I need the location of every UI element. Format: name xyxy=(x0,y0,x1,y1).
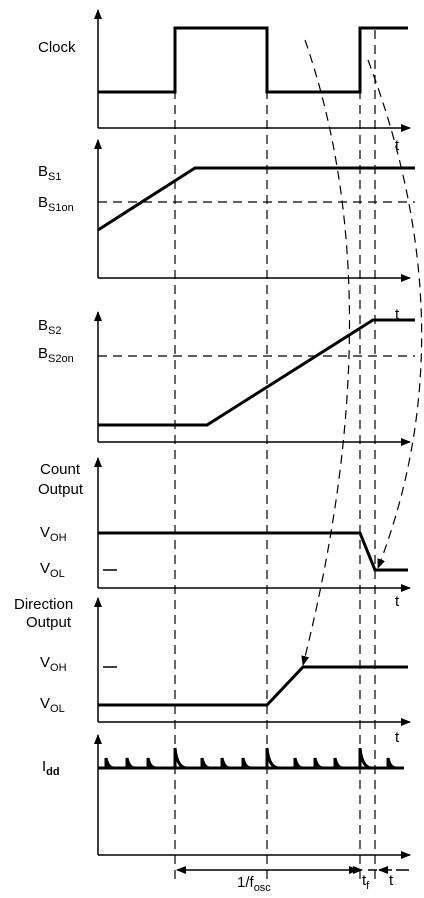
label: Output xyxy=(26,614,72,631)
label: Idd xyxy=(42,758,60,778)
label: tf xyxy=(362,872,370,892)
axis-label: t xyxy=(395,593,400,610)
label: Direction xyxy=(14,596,73,613)
causality-arrow xyxy=(367,59,423,569)
label: VOL xyxy=(40,560,65,580)
bs1-signal xyxy=(97,166,415,232)
label: 1/fosc xyxy=(237,874,271,894)
label: BS2on xyxy=(38,345,74,365)
clock-signal xyxy=(98,26,408,94)
axis-label: t xyxy=(395,137,400,154)
label: VOH xyxy=(40,654,67,674)
direction-signal xyxy=(98,665,408,707)
label: BS1on xyxy=(38,194,74,214)
bs2-signal xyxy=(98,318,415,427)
axis-label: t xyxy=(395,306,400,323)
label: VOH xyxy=(40,524,67,544)
label: Clock xyxy=(38,39,76,56)
causality-arrow xyxy=(301,39,351,666)
labels: Clock BS1 BS1on BS2 BS2on Count Output V… xyxy=(14,39,400,894)
label: BS2 xyxy=(38,317,61,337)
idd-signal xyxy=(98,747,404,770)
label: Output xyxy=(38,481,84,498)
label: BS1 xyxy=(38,163,61,183)
axis-label: t xyxy=(395,729,400,746)
label: t xyxy=(389,872,394,889)
time-markers xyxy=(98,30,415,880)
label: VOL xyxy=(40,695,65,715)
label: Count xyxy=(40,461,81,478)
count-signal xyxy=(98,531,408,572)
level-ticks xyxy=(103,569,117,668)
axes xyxy=(94,9,411,859)
